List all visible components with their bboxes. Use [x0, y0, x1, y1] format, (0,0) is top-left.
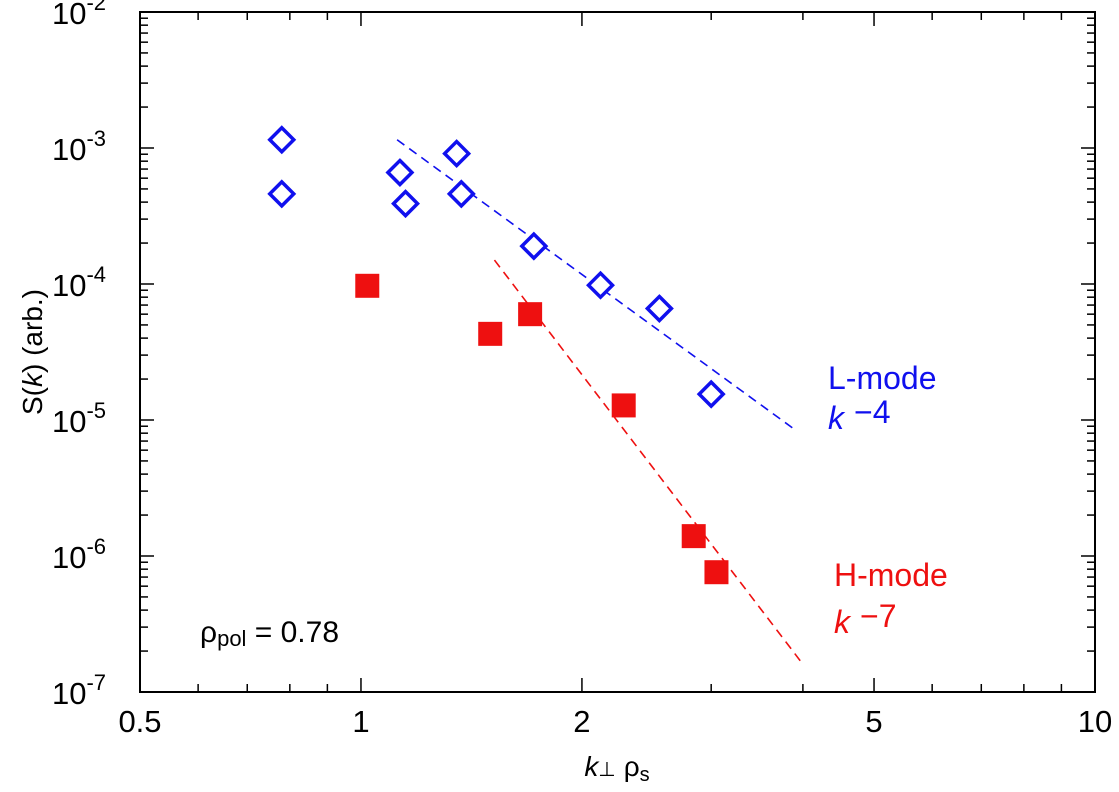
h-mode-point — [518, 302, 543, 327]
y-axis-label-s: S( — [17, 386, 48, 415]
rho-pol-annotation: ρpol = 0.78 — [200, 616, 339, 651]
fit-lines — [396, 139, 804, 665]
h-mode-label: H-mode — [834, 557, 948, 593]
x-axis-label: k⊥ ρs — [584, 751, 649, 786]
x-tick-label: 1 — [352, 704, 369, 739]
tick-marks — [139, 12, 1096, 693]
y-axis-label-k: k — [17, 371, 48, 387]
rho-pol-value: = 0.78 — [246, 616, 339, 649]
l-mode-point — [391, 189, 420, 219]
h-mode-point — [478, 321, 503, 346]
l-mode-point — [586, 270, 615, 300]
y-axis-label-rest: ) (arb.) — [17, 289, 48, 373]
l-mode-point — [385, 158, 415, 188]
y-tick-label: 10-3 — [52, 126, 106, 167]
plot-frame — [139, 11, 1096, 693]
x-axis-label-perp: ⊥ — [598, 759, 615, 781]
y-tick-label: 10-6 — [52, 534, 106, 575]
x-axis-label-rho: ρ — [624, 751, 640, 782]
x-axis-label-k: k — [584, 751, 600, 782]
rho-pol-sub: pol — [217, 626, 246, 651]
l-mode-point — [519, 231, 549, 261]
y-tick-label: 10-5 — [52, 398, 106, 439]
plot-area — [139, 11, 1096, 693]
l-mode-point — [267, 125, 297, 155]
x-tick-label: 5 — [865, 704, 882, 739]
rho-pol-main: ρ — [200, 616, 217, 649]
y-tick-label: 10-2 — [52, 0, 106, 31]
h-mode-point — [611, 393, 636, 418]
h-mode-point — [704, 560, 729, 585]
h-mode-k: k — [834, 604, 852, 640]
data-points — [267, 125, 729, 585]
x-axis-label-sub: s — [640, 764, 650, 786]
x-tick-label: 2 — [573, 704, 590, 739]
l-mode-label: L-mode — [828, 360, 937, 396]
y-tick-label: 10-7 — [52, 670, 106, 711]
l-mode-point — [696, 379, 726, 409]
x-tick-label: 0.5 — [118, 704, 161, 739]
l-mode-point — [442, 139, 472, 169]
l-mode-point — [267, 179, 297, 209]
h-mode-point — [681, 524, 706, 549]
x-tick-label: 10 — [1078, 704, 1112, 739]
y-tick-labels: 10-7 10-6 10-5 10-4 10-3 10-2 — [52, 0, 106, 711]
l-mode-exponent: −4 — [854, 394, 890, 430]
h-mode-point — [355, 273, 380, 298]
l-mode-point — [644, 294, 674, 324]
x-tick-labels: 0.5 1 2 5 10 — [118, 704, 1112, 739]
l-mode-point — [446, 179, 476, 209]
l-mode-exponent-label: k −4 — [828, 394, 890, 436]
l-mode-k: k — [828, 400, 846, 436]
y-axis-label: S(k) (arb.) — [17, 289, 48, 415]
h-mode-exponent: −7 — [860, 598, 896, 634]
h-mode-fit-line — [493, 259, 804, 665]
y-tick-label: 10-4 — [52, 262, 106, 303]
h-mode-exponent-label: k −7 — [834, 598, 896, 640]
